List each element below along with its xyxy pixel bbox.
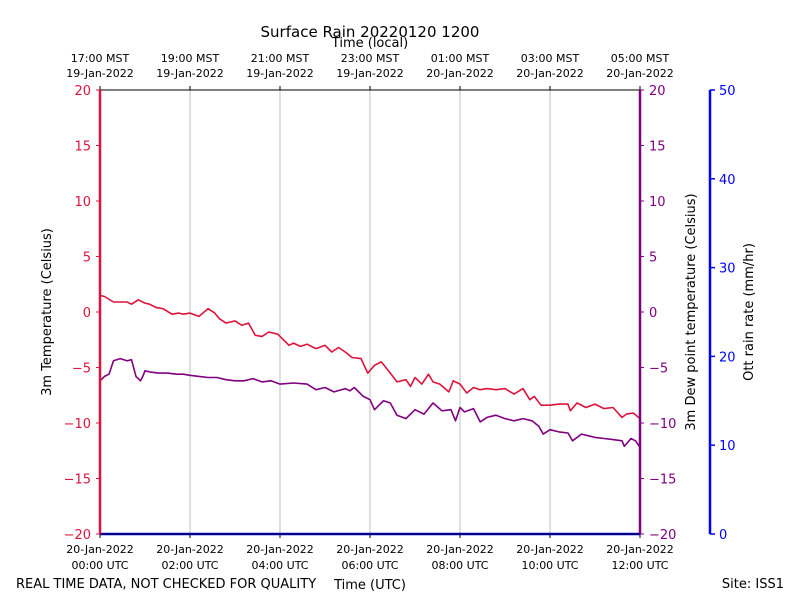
top-tick-label: 20-Jan-2022 xyxy=(426,67,494,80)
top-tick-label: 19-Jan-2022 xyxy=(246,67,314,80)
x-tick-label: 02:00 UTC xyxy=(161,559,218,572)
plot-frame xyxy=(98,89,642,535)
rain-tick-label: 30 xyxy=(719,262,736,277)
rain-tick-label: 10 xyxy=(719,439,736,454)
right-tick-label: −20 xyxy=(649,528,676,543)
chart-title: Surface Rain 20220120 1200 xyxy=(261,23,480,41)
left-tick-label: 20 xyxy=(74,84,91,99)
x-tick-label: 10:00 UTC xyxy=(521,559,578,572)
site-label: Site: ISS1 xyxy=(722,577,784,592)
left-tick-label: 15 xyxy=(74,140,91,155)
x-tick-label: 20-Jan-2022 xyxy=(66,543,134,556)
left-tick-label: 5 xyxy=(83,251,91,266)
rain-tick-label: 40 xyxy=(719,173,736,188)
x-tick-label: 00:00 UTC xyxy=(71,559,128,572)
top-tick-label: 05:00 MST xyxy=(611,52,670,65)
right-tick-label: −10 xyxy=(649,417,676,432)
top-tick-label: 19-Jan-2022 xyxy=(336,67,404,80)
rain-tick-label: 20 xyxy=(719,350,736,365)
right-y-ticks: 20 15 10 5 0 −5 −10 −15 −20 xyxy=(640,84,676,543)
x-tick-label: 20-Jan-2022 xyxy=(516,543,584,556)
right-tick-label: 0 xyxy=(649,306,657,321)
top-tick-label: 20-Jan-2022 xyxy=(606,67,674,80)
top-tick-label: 23:00 MST xyxy=(341,52,400,65)
top-tick-label: 19-Jan-2022 xyxy=(66,67,134,80)
rain-y-ticks: 50 40 30 20 10 0 xyxy=(708,84,736,543)
right-tick-label: 20 xyxy=(649,84,666,99)
right-tick-label: −15 xyxy=(649,473,676,488)
x-tick-label: 08:00 UTC xyxy=(431,559,488,572)
right-tick-label: −5 xyxy=(649,362,668,377)
dewpoint-line xyxy=(99,357,641,448)
right-tick-label: 5 xyxy=(649,251,657,266)
temperature-line xyxy=(99,294,641,420)
x-tick-label: 20-Jan-2022 xyxy=(606,543,674,556)
left-tick-label: −20 xyxy=(64,528,91,543)
top-tick-label: 19:00 MST xyxy=(161,52,220,65)
x-tick-label: 06:00 UTC xyxy=(341,559,398,572)
left-tick-label: −10 xyxy=(64,417,91,432)
x-tick-label: 20-Jan-2022 xyxy=(336,543,404,556)
right-y-axis-label: 3m Dew point temperature (Celsius) xyxy=(684,193,699,430)
rain-y-axis-label: Ott rain rate (mm/hr) xyxy=(742,243,757,381)
x-tick-label: 20-Jan-2022 xyxy=(426,543,494,556)
top-tick-label: 21:00 MST xyxy=(251,52,310,65)
x-tick-label: 12:00 UTC xyxy=(611,559,668,572)
x-axis-label: Time (UTC) xyxy=(333,578,406,593)
top-tick-label: 19-Jan-2022 xyxy=(156,67,224,80)
top-tick-label: 20-Jan-2022 xyxy=(516,67,584,80)
x-tick-label: 04:00 UTC xyxy=(251,559,308,572)
bottom-x-ticks: 20-Jan-2022 00:00 UTC 20-Jan-2022 02:00 UTC… xyxy=(66,534,674,572)
rain-tick-label: 0 xyxy=(719,528,727,543)
left-tick-label: 10 xyxy=(74,195,91,210)
top-tick-label: 17:00 MST xyxy=(71,52,130,65)
top-axis-label: Time (local) xyxy=(331,36,408,51)
grid-lines xyxy=(189,90,551,534)
x-tick-label: 20-Jan-2022 xyxy=(246,543,314,556)
left-tick-label: −5 xyxy=(72,362,91,377)
right-tick-label: 15 xyxy=(649,140,666,155)
quality-note: REAL TIME DATA, NOT CHECKED FOR QUALITY xyxy=(16,577,316,592)
left-tick-label: −15 xyxy=(64,473,91,488)
x-tick-label: 20-Jan-2022 xyxy=(156,543,224,556)
left-tick-label: 0 xyxy=(83,306,91,321)
left-y-ticks: 20 15 10 5 0 −5 −10 −15 −20 xyxy=(64,84,100,543)
left-y-axis-label: 3m Temperature (Celsius) xyxy=(40,228,55,396)
top-x-ticks: 17:00 MST 19-Jan-2022 19:00 MST 19-Jan-2022… xyxy=(66,52,674,90)
top-tick-label: 01:00 MST xyxy=(431,52,490,65)
rain-tick-label: 50 xyxy=(719,84,736,99)
top-tick-label: 03:00 MST xyxy=(521,52,580,65)
right-tick-label: 10 xyxy=(649,195,666,210)
